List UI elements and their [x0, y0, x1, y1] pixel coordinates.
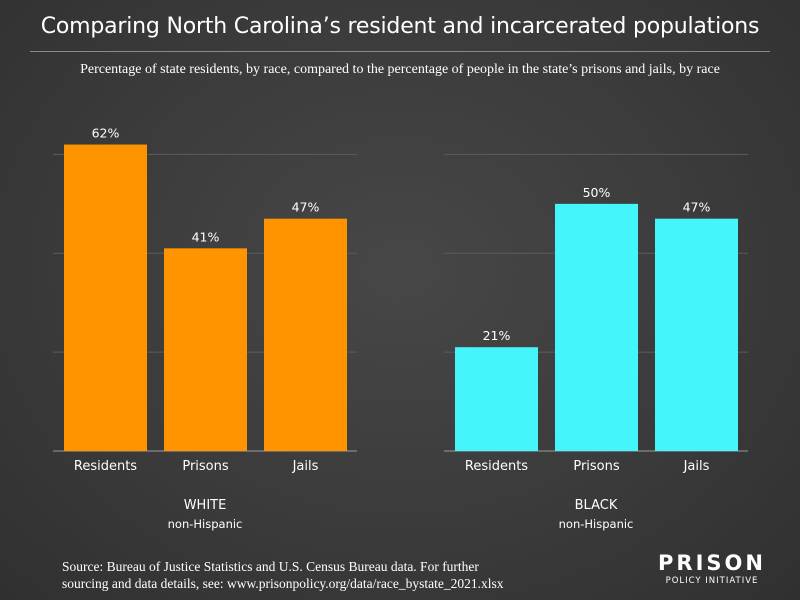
x-tick-black-prisons: Prisons [573, 459, 620, 474]
data-label-white-jails: 47% [292, 200, 320, 215]
logo-wordmark-top: PRISON [658, 551, 766, 575]
x-tick-white-jails: Jails [292, 459, 319, 474]
source-note: Source: Bureau of Justice Statistics and… [62, 558, 542, 592]
x-tick-black-residents: Residents [465, 459, 528, 474]
title-divider [30, 51, 770, 52]
x-tick-white-residents: Residents [74, 459, 137, 474]
group-label-black: BLACK [575, 498, 618, 513]
data-label-black-residents: 21% [483, 328, 511, 343]
x-tick-white-prisons: Prisons [182, 459, 229, 474]
bar-black-residents [455, 347, 538, 451]
data-label-black-prisons: 50% [583, 185, 611, 200]
group-sublabel-black: non-Hispanic [559, 517, 634, 531]
data-label-white-prisons: 41% [192, 229, 220, 244]
bar-white-jails [264, 218, 347, 451]
prison-policy-initiative-logo: PRISON POLICY INITIATIVE [652, 552, 772, 586]
bar-black-prisons [555, 203, 638, 451]
x-tick-black-jails: Jails [683, 459, 710, 474]
bar-black-jails [655, 218, 738, 451]
group-sublabel-white: non-Hispanic [168, 517, 243, 531]
group-label-white: WHITE [184, 498, 227, 513]
logo-wordmark-bottom: POLICY INITIATIVE [665, 576, 759, 586]
data-label-white-residents: 62% [92, 126, 120, 141]
chart-subtitle: Percentage of state residents, by race, … [80, 62, 720, 77]
bar-white-residents [64, 144, 147, 452]
bar-white-prisons [164, 248, 247, 451]
chart-title: Comparing North Carolina’s resident and … [40, 14, 760, 39]
data-label-black-jails: 47% [683, 200, 711, 215]
source-line-2: sourcing and data details, see: www.pris… [62, 576, 504, 591]
source-line-1: Source: Bureau of Justice Statistics and… [62, 559, 479, 574]
